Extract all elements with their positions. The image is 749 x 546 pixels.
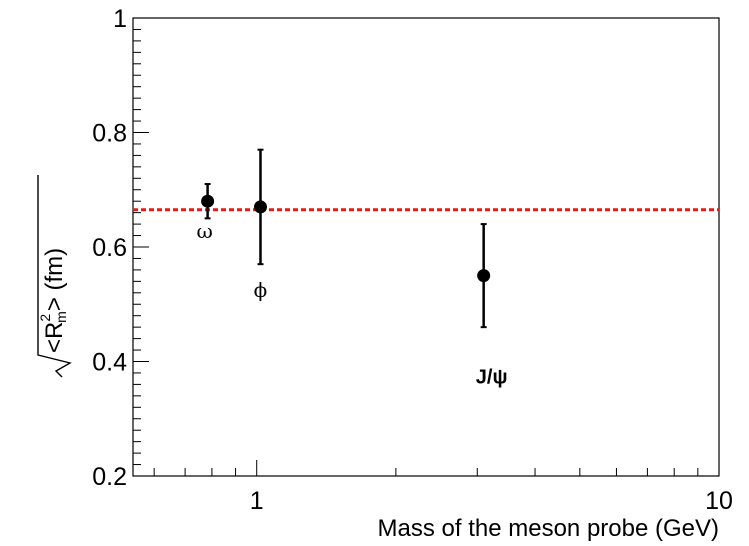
x-tick-label: 1 [250, 487, 264, 515]
y-axis-title-sup: 2 [37, 314, 53, 322]
y-axis-title-suffix: > (fm) [41, 248, 68, 311]
y-tick-label: 0.6 [92, 234, 127, 262]
axis-ticks [133, 17, 720, 477]
y-tick-label: 0.2 [92, 463, 127, 491]
data-points: ω ϕ J/ψ [196, 148, 508, 389]
x-axis-title: Mass of the meson probe (GeV) [378, 515, 719, 542]
y-axis-title-sub: m [53, 311, 69, 323]
data-point-label: ϕ [254, 278, 268, 302]
tick-labels: 0.2 0.4 0.6 0.8 1 1 10 [92, 5, 733, 515]
data-point [477, 269, 491, 283]
data-point-label: J/ψ [476, 367, 508, 389]
x-tick-label: 10 [705, 487, 733, 515]
y-tick-label: 1 [113, 5, 127, 33]
plot-frame [132, 17, 720, 477]
data-point-label: ω [196, 219, 212, 243]
data-point [253, 200, 267, 214]
y-axis-title-main: <R [41, 322, 68, 353]
sqrt-sign-icon [37, 175, 72, 378]
y-tick-label: 0.8 [92, 120, 127, 148]
data-point [201, 194, 215, 208]
y-axis-title-text: <R2m> (fm) [37, 248, 69, 353]
y-tick-label: 0.4 [92, 349, 127, 377]
y-axis-title: <R2m> (fm) [37, 175, 72, 378]
